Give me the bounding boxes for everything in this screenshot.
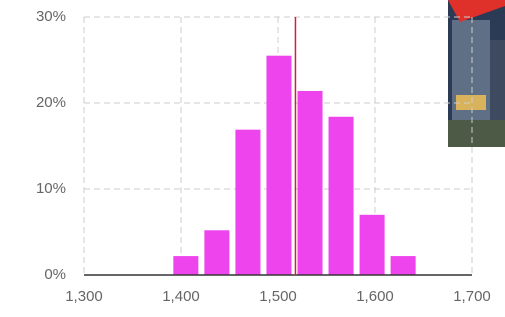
x-tick-label: 1,400 [162, 288, 200, 305]
bar [204, 230, 229, 275]
chart: 0% 10% 20% 30% 1,300 1,400 1,500 1,600 1,700 [0, 0, 505, 317]
bar [173, 256, 198, 275]
x-tick-label: 1,300 [65, 288, 103, 305]
y-tick-label: 10% [36, 180, 66, 197]
x-tick-label: 1,700 [453, 288, 491, 305]
y-tick-label: 0% [44, 266, 66, 283]
bar [266, 56, 291, 275]
y-tick-label: 20% [36, 94, 66, 111]
photo [448, 0, 505, 147]
y-tick-label: 30% [36, 8, 66, 25]
x-tick-label: 1,600 [356, 288, 394, 305]
bar [391, 256, 416, 275]
bar [297, 91, 322, 275]
bar [235, 130, 260, 275]
bar [329, 117, 354, 275]
x-tick-label: 1,500 [259, 288, 297, 305]
bar [360, 215, 385, 275]
